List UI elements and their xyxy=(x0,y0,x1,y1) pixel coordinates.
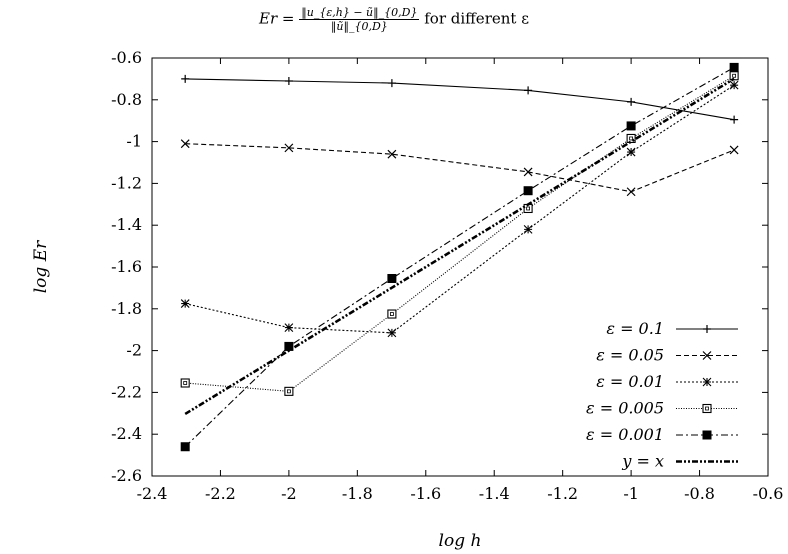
series-point-inner xyxy=(732,73,737,78)
series-point xyxy=(284,323,294,332)
series-point xyxy=(387,309,397,319)
y-tick-label: -1.4 xyxy=(111,215,142,234)
series-line xyxy=(185,78,735,121)
series-point xyxy=(387,328,397,338)
series-5 xyxy=(184,77,735,416)
legend-marker xyxy=(702,403,712,414)
legend-marker-inner xyxy=(705,406,709,411)
x-tick-label: -0.8 xyxy=(684,484,715,503)
series-line xyxy=(184,66,735,448)
y-tick-label: -1.6 xyxy=(111,257,142,276)
series-point xyxy=(626,121,636,131)
series-point xyxy=(626,133,636,144)
y-tick-label: -1.8 xyxy=(111,299,142,318)
legend: ε = 0.1 ε = 0.05 ε = 0.01 ε = 0.005 ε = 0.00… xyxy=(586,319,738,471)
series-point xyxy=(284,143,294,153)
series-point xyxy=(626,147,636,157)
legend-label: ε = 0.1 xyxy=(606,319,664,338)
series-point xyxy=(524,86,533,95)
chart-title: Er = ‖u_{ε,h} − ũ‖_{0,D} ‖ũ‖_{0,D} for d… xyxy=(0,6,788,33)
x-tick-label: -1 xyxy=(623,484,639,503)
legend-marker xyxy=(702,430,712,440)
title-lhs: Er = xyxy=(259,9,295,28)
x-axis-label: log h xyxy=(439,531,482,551)
series-line xyxy=(184,77,735,416)
legend-marker xyxy=(703,325,711,333)
x-tick-label: -2.4 xyxy=(137,484,168,503)
series-point xyxy=(180,378,190,388)
series-point-inner xyxy=(183,381,188,385)
series-point xyxy=(729,80,739,90)
series-point xyxy=(523,167,533,177)
x-tick-label: -1.4 xyxy=(479,484,510,503)
series-point-inner xyxy=(286,389,291,394)
legend-label: ε = 0.001 xyxy=(586,425,664,444)
series-1 xyxy=(180,139,739,197)
series-point xyxy=(284,386,294,396)
y-tick-label: -0.6 xyxy=(111,48,142,67)
legend-label: y = x xyxy=(621,452,664,471)
series-line xyxy=(185,84,735,334)
series-point xyxy=(523,224,533,234)
series-point xyxy=(180,299,190,308)
series-3 xyxy=(180,71,739,396)
plot-frame xyxy=(151,57,769,477)
y-tick-label: -1 xyxy=(126,132,142,151)
title-suffix: for different ε xyxy=(424,9,529,28)
series-point xyxy=(523,186,533,196)
x-tick-label: -1.8 xyxy=(342,484,373,503)
series-4 xyxy=(180,62,739,452)
y-tick-label: -0.8 xyxy=(111,90,142,109)
legend-label: ε = 0.005 xyxy=(586,399,664,418)
series-line xyxy=(185,143,735,193)
series-point xyxy=(181,74,190,83)
series-point-inner xyxy=(526,206,531,211)
legend-label: ε = 0.05 xyxy=(596,346,664,365)
y-tick-label: -1.2 xyxy=(111,173,142,192)
series-point xyxy=(730,115,739,124)
series-point xyxy=(387,273,397,283)
series-point xyxy=(729,71,739,81)
x-tick-label: -1.6 xyxy=(410,484,441,503)
series-line xyxy=(185,75,735,392)
series-point xyxy=(180,442,190,452)
series-point-inner xyxy=(629,136,634,141)
y-tick-label: -2.6 xyxy=(111,466,142,485)
y-tick-label: -2 xyxy=(126,341,142,360)
legend-marker xyxy=(702,351,712,360)
series-2 xyxy=(180,80,739,338)
series-point xyxy=(626,187,636,197)
x-tick-label: -0.6 xyxy=(753,484,784,503)
legend-marker xyxy=(702,377,712,387)
series-point-inner xyxy=(389,312,394,316)
series-0 xyxy=(181,74,739,124)
x-tick-label: -2 xyxy=(281,484,297,503)
series-point xyxy=(284,76,293,85)
x-tick-label: -1.2 xyxy=(547,484,578,503)
title-numerator: ‖u_{ε,h} − ũ‖_{0,D} xyxy=(299,6,420,20)
x-tick-label: -2.2 xyxy=(205,484,236,503)
title-fraction: ‖u_{ε,h} − ũ‖_{0,D} ‖ũ‖_{0,D} xyxy=(299,6,420,33)
y-tick-label: -2.2 xyxy=(111,382,142,401)
legend-label: ε = 0.01 xyxy=(596,372,664,391)
y-axis-label: log Er xyxy=(31,240,51,293)
series-point xyxy=(729,62,739,72)
series-point xyxy=(387,79,396,88)
series-point xyxy=(729,145,739,155)
y-tick-label: -2.4 xyxy=(111,424,142,443)
series-point xyxy=(180,139,190,149)
title-denominator: ‖ũ‖_{0,D} xyxy=(330,20,388,33)
series-point xyxy=(627,97,636,106)
series-point xyxy=(387,149,397,159)
